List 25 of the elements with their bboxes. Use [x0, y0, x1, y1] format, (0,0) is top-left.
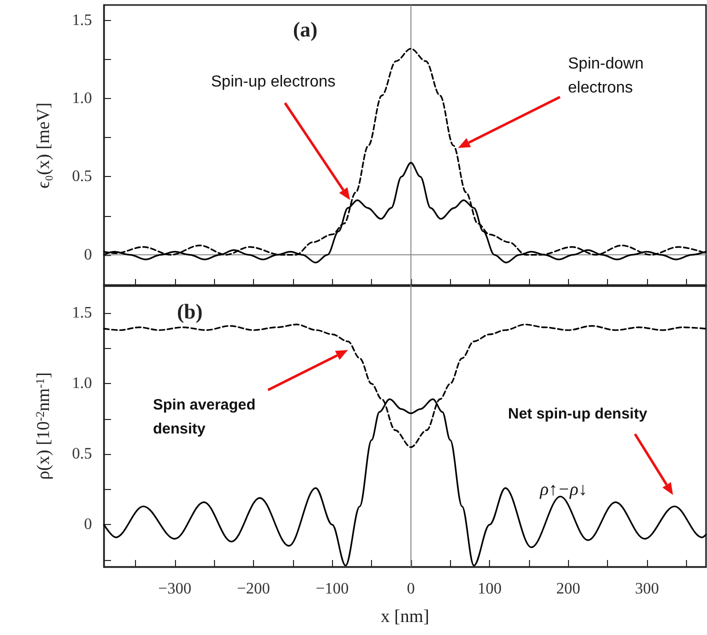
- x-tick-label: −200: [237, 580, 270, 598]
- annotation: Net spin-up density: [508, 406, 648, 422]
- x-tick-label: 100: [478, 580, 502, 598]
- y-tick-label: 1.5: [72, 304, 92, 322]
- x-tick-label: −100: [316, 580, 349, 598]
- text: (b): [177, 300, 203, 324]
- x-tick-label: 200: [556, 580, 580, 598]
- y-tick-label: 1.0: [72, 375, 92, 392]
- annotation: ρ↑−ρ↓: [539, 479, 588, 499]
- y-tick-label: 0.5: [72, 168, 92, 186]
- x-tick-label: 0: [406, 580, 415, 598]
- annotation: Spin averaged density: [153, 396, 260, 438]
- y-tick-label: 1.5: [72, 12, 92, 30]
- x-tick-label: −300: [158, 580, 192, 598]
- y-axis-title: ρ(x) [10-2nm-1]: [33, 372, 53, 480]
- x-tick-label: 300: [634, 580, 659, 598]
- y-tick-label: 0.5: [72, 446, 92, 463]
- text: (a): [293, 18, 318, 42]
- y-tick-label: 0: [84, 516, 92, 534]
- y-tick-label: 0: [84, 246, 92, 264]
- x-axis-title: x [nm]: [380, 606, 430, 626]
- y-tick-label: 1.0: [72, 90, 92, 108]
- annotation: Spin-up electrons: [211, 74, 336, 90]
- annotation: Spin-down electrons: [568, 56, 648, 96]
- y-axis-title: ϵ₀(x) [meV]: [33, 102, 53, 189]
